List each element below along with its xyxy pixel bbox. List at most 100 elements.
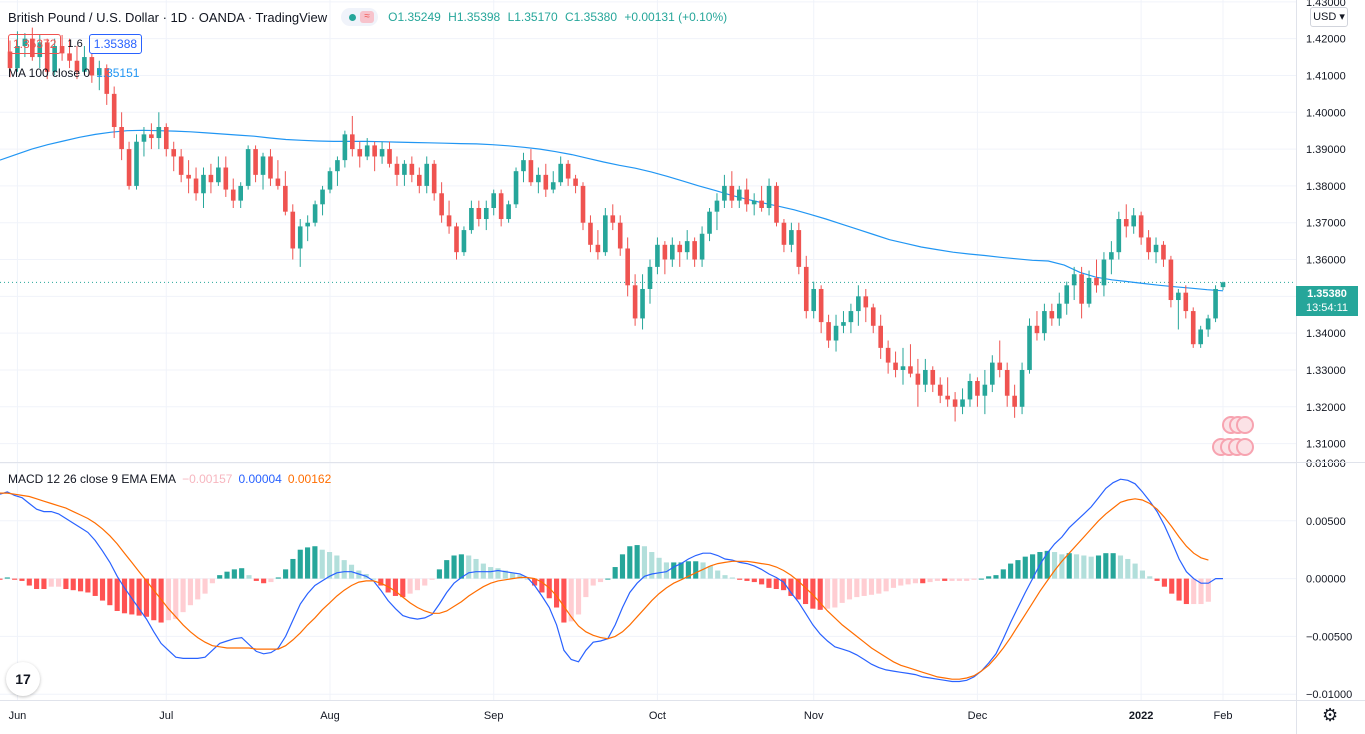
macd-hist-bar [26, 578, 32, 586]
macd-hist-bar [444, 560, 450, 579]
macd-hist-bar [824, 578, 831, 609]
macd-hist-bar [1081, 555, 1087, 579]
candle-body [461, 230, 467, 253]
candle-body [684, 241, 690, 253]
macd-hist-bar [942, 578, 948, 581]
macd-hist-bar [568, 578, 574, 622]
macd-hist-bar [370, 578, 377, 580]
macd-hist-bar [12, 578, 18, 580]
candle-body [230, 189, 236, 201]
macd-hist-bar [488, 567, 494, 579]
macd-hist-bar [136, 578, 142, 616]
buy-button[interactable]: 1.35388 [88, 34, 143, 54]
macd-hist-bar [656, 557, 662, 579]
grid-lines [0, 0, 1296, 700]
macd-hist-bar [575, 578, 582, 615]
candle-body [379, 149, 385, 157]
macd-hist-bar [986, 576, 992, 579]
macd-hist-bar [451, 555, 457, 579]
symbol-title[interactable]: British Pound / U.S. Dollar · 1D · OANDA… [8, 9, 328, 25]
event-flag-icon[interactable] [1236, 416, 1254, 434]
macd-hist-bar [99, 578, 106, 601]
macd-signal-value: 0.00162 [287, 472, 332, 486]
candle-body [1019, 369, 1025, 407]
macd-hist-bar [165, 578, 172, 621]
macd-hist-bar [927, 578, 933, 583]
macd-hist-bar [275, 577, 281, 579]
candle-body [521, 160, 526, 172]
candle-body [751, 200, 757, 205]
macd-hist-bar [173, 578, 179, 620]
price-tick-label: 1.32000 [1306, 402, 1346, 414]
candle-body [402, 163, 407, 175]
macd-hist-bar [195, 578, 201, 600]
macd-hist-bar [700, 562, 706, 579]
candle-body [1027, 325, 1032, 370]
candle-body [1071, 274, 1077, 286]
macd-hist-bar [854, 578, 860, 598]
candle-body [186, 174, 191, 179]
status-pill[interactable]: ≈ [341, 8, 379, 26]
candle-body [885, 347, 891, 363]
macd-hist-bar [722, 575, 728, 579]
candle-body [104, 68, 110, 94]
macd-hist-bar [4, 577, 10, 579]
candle-body [811, 288, 817, 312]
time-tick-label: Oct [649, 710, 666, 722]
macd-hist-bar [832, 578, 838, 608]
candle-body [44, 42, 50, 72]
candle-body [841, 322, 846, 326]
macd-hist-bar [305, 547, 311, 579]
candle-body [699, 233, 705, 260]
macd-hist-bar [151, 578, 157, 621]
candle-body [848, 311, 854, 323]
price-tick-label: 1.41000 [1306, 70, 1346, 82]
macd-hist-bar [1154, 578, 1160, 581]
price-tick-label: 1.42000 [1306, 34, 1346, 46]
macd-hist-bar [993, 575, 999, 579]
candle-body [677, 244, 683, 253]
macd-hist-bar [971, 578, 977, 580]
candle-body [216, 167, 221, 183]
gear-icon[interactable]: ⚙ [1322, 705, 1339, 725]
macd-hist-bar [341, 560, 347, 579]
ma-legend[interactable]: MA 100 close 0 1.35151 [8, 66, 139, 80]
event-flag-icon[interactable] [1236, 438, 1254, 456]
candle-body [89, 57, 95, 76]
candle-body [424, 163, 430, 186]
candle-body [796, 230, 802, 267]
candle-body [372, 145, 377, 157]
sell-button[interactable]: 1.35372 [8, 34, 62, 54]
tradingview-logo-icon[interactable]: 17 [6, 662, 40, 696]
macd-hist-bar [217, 575, 223, 579]
candle-body [632, 285, 638, 319]
candle-body [350, 134, 355, 150]
macd-hist-bar [436, 569, 442, 579]
macd-hist-bar [685, 561, 691, 579]
candle-body [670, 244, 675, 260]
ohlc-open: O1.35249 [388, 10, 441, 24]
candle-body [915, 373, 921, 385]
time-tick-label: Nov [804, 710, 824, 722]
candle-body [1042, 311, 1047, 334]
candle-body [759, 200, 764, 208]
macd-hist-bar [590, 578, 596, 586]
macd-legend[interactable]: MACD 12 26 close 9 EMA EMA −0.00157 0.00… [8, 472, 331, 486]
macd-hist-bar [143, 578, 150, 617]
candle-body [1220, 282, 1226, 288]
macd-hist-bar [839, 578, 845, 603]
candle-body [1161, 244, 1166, 260]
candle-body [692, 241, 697, 260]
macd-hist-bar [1059, 554, 1065, 579]
price-tick-label: 1.34000 [1306, 328, 1346, 340]
currency-dropdown[interactable]: USD ▾ [1310, 7, 1348, 27]
candle-body [439, 193, 444, 216]
candle-body [789, 230, 794, 245]
ohlc-values: O1.35249 H1.35398 L1.35170 C1.35380 +0.0… [388, 10, 731, 24]
macd-hist-bar [268, 578, 274, 583]
ohlc-change: +0.00131 (+0.10%) [624, 10, 728, 24]
macd-hist-bar [641, 546, 648, 579]
macd-hist-bar [868, 578, 875, 595]
ma-100-polyline [0, 129, 1224, 292]
